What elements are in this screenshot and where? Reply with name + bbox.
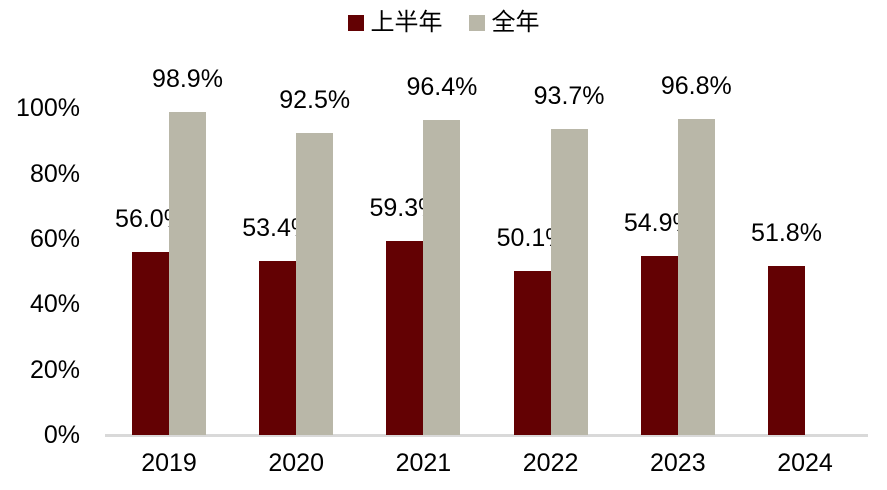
bar-series0-2021	[386, 241, 424, 435]
x-axis-tick-label-2023: 2023	[649, 449, 706, 477]
y-axis-tick-label: 60%	[29, 225, 80, 254]
data-label-series1-2023: 96.8%	[660, 71, 732, 100]
legend-item-1: 全年	[468, 9, 540, 36]
bar-series0-2024	[768, 265, 805, 435]
data-label-series1-2019: 98.9%	[152, 64, 223, 93]
x-axis-tick-label-2019: 2019	[141, 449, 197, 477]
bar-series1-2022	[550, 128, 588, 435]
chart-legend: 上半年 全年	[0, 11, 887, 35]
x-axis-line	[105, 434, 868, 437]
bar-series0-2019	[132, 252, 169, 435]
legend-label: 全年	[491, 9, 540, 36]
legend-swatch-icon	[468, 15, 485, 31]
legend-label: 上半年	[370, 9, 443, 36]
x-axis-tick-label-2020: 2020	[268, 449, 324, 477]
bar-series1-2020	[296, 132, 334, 435]
y-axis-tick-label: 80%	[29, 159, 80, 188]
y-axis-tick-label: 40%	[29, 290, 80, 319]
data-label-series0-2024: 51.8%	[751, 218, 822, 247]
data-label-series1-2022: 93.7%	[533, 81, 605, 110]
y-axis-tick-label: 100%	[16, 94, 80, 123]
bar-series0-2020	[259, 260, 297, 435]
legend-item-0: 上半年	[347, 9, 443, 36]
bar-series1-2019	[169, 111, 206, 435]
bar-series0-2022	[513, 271, 551, 435]
data-label-series1-2020: 92.5%	[279, 85, 351, 114]
legend-swatch-icon	[347, 15, 364, 31]
bar-series0-2023	[640, 255, 678, 435]
y-axis-tick-label: 0%	[43, 421, 80, 449]
y-axis-tick-label: 20%	[29, 355, 80, 384]
x-axis-tick-label-2022: 2022	[522, 449, 579, 477]
bar-series1-2021	[423, 120, 461, 435]
x-axis-tick-label-2021: 2021	[395, 449, 452, 477]
data-label-series1-2021: 96.4%	[406, 73, 478, 102]
x-axis-tick-label-2024: 2024	[777, 449, 833, 477]
bar-series1-2023	[677, 118, 715, 435]
